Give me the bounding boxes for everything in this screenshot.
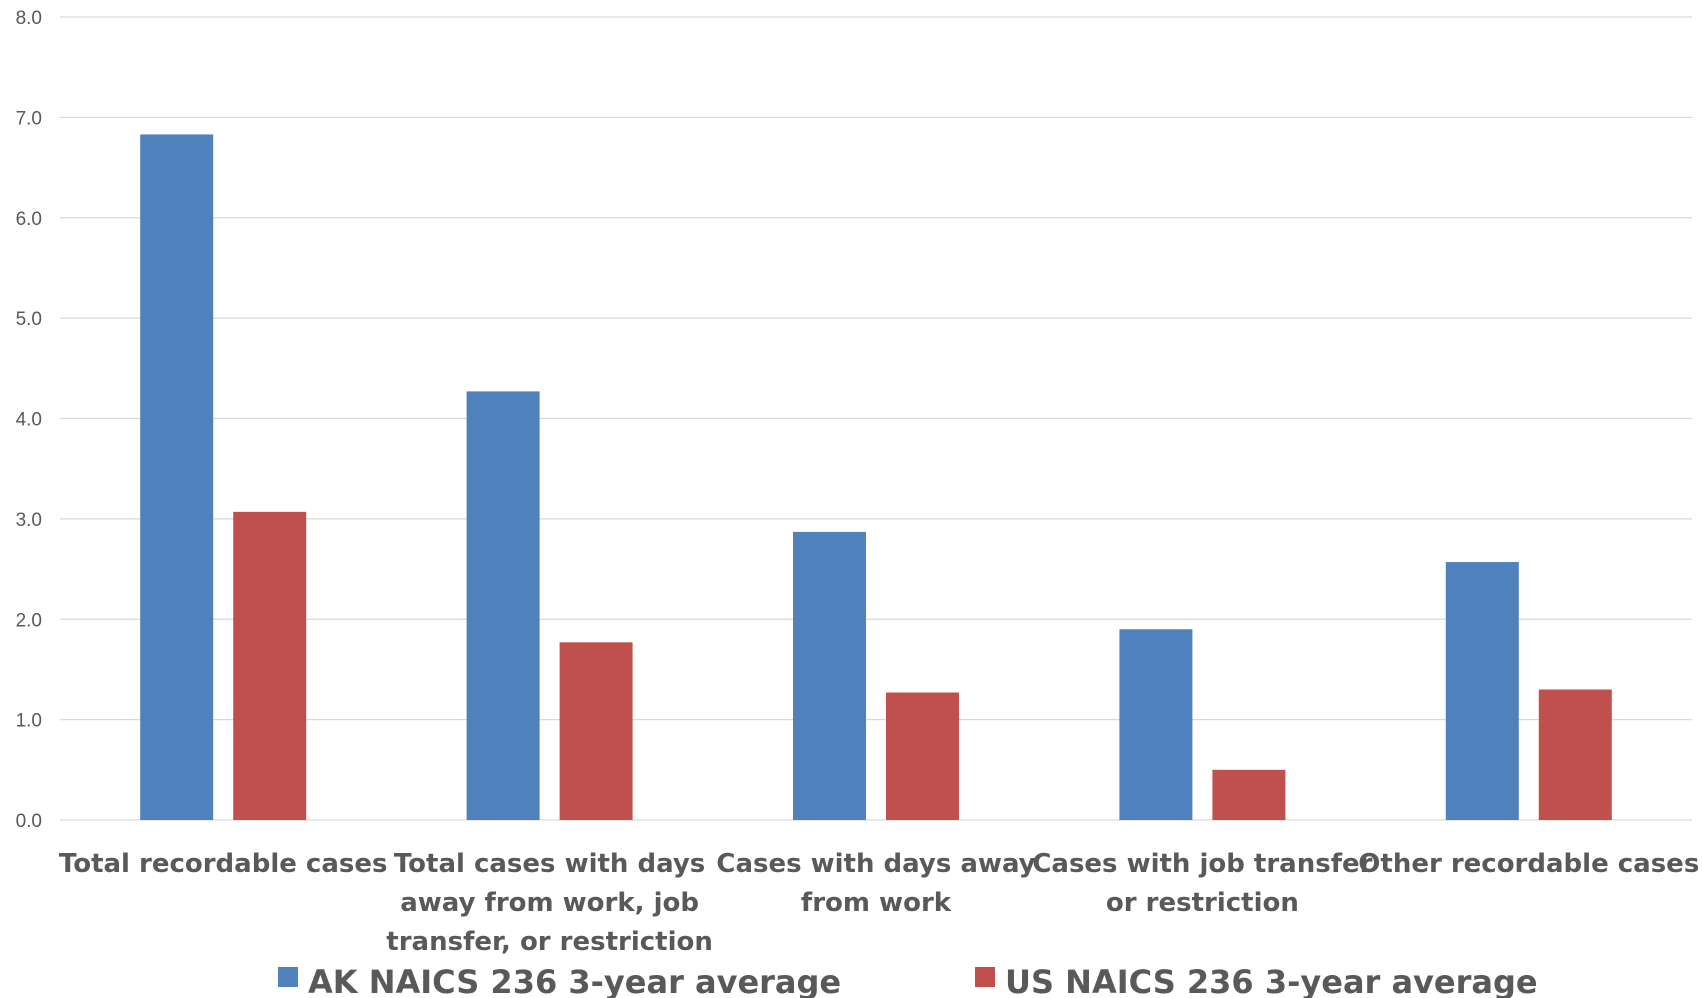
x-axis-category-labels: Total recordable cases Total cases with d… — [59, 849, 1699, 957]
legend-label: US NAICS 236 3-year average — [1005, 963, 1538, 998]
legend-swatch — [278, 967, 298, 987]
bar-series-2 — [233, 511, 307, 820]
gridlines — [60, 16, 1692, 821]
y-tick-label: 4.0 — [16, 410, 42, 431]
bar-series-1 — [1445, 562, 1519, 820]
y-tick-label: 2.0 — [16, 610, 42, 631]
bar-series-1 — [140, 134, 214, 821]
bar-series-1 — [793, 531, 866, 820]
y-tick-label: 1.0 — [16, 711, 42, 732]
legend-swatch — [975, 967, 995, 987]
x-category-label: Other recordable cases — [1358, 849, 1699, 879]
bars — [140, 134, 1612, 821]
x-category-label-line: away from work, job — [400, 888, 699, 918]
y-tick-label: 5.0 — [16, 309, 42, 330]
y-axis-tick-labels: 0.0 1.0 2.0 3.0 4.0 5.0 6.0 7.0 8.0 — [16, 8, 42, 832]
x-category-label-line: Total cases with days — [394, 849, 705, 879]
bar-series-2 — [886, 692, 959, 820]
bar-series-1 — [1119, 629, 1193, 820]
x-category-label: Cases with job transfer or restriction — [1032, 849, 1372, 918]
x-category-label: Total cases with days away from work, job… — [386, 849, 713, 957]
legend-label: AK NAICS 236 3-year average — [308, 963, 841, 998]
bar-series-1 — [466, 391, 540, 820]
x-category-label-line: Other recordable cases — [1358, 849, 1699, 879]
x-category-label: Total recordable cases — [59, 849, 388, 879]
y-tick-label: 0.0 — [16, 811, 42, 832]
x-category-label-line: Cases with job transfer — [1032, 849, 1372, 879]
x-category-label-line: from work — [801, 888, 952, 918]
bar-series-2 — [559, 642, 633, 820]
x-category-label-line: transfer, or restriction — [386, 927, 713, 957]
x-category-label-line: Cases with days away — [716, 849, 1035, 879]
y-tick-label: 3.0 — [16, 510, 42, 531]
bar-series-2 — [1212, 769, 1286, 820]
y-tick-label: 7.0 — [16, 108, 42, 129]
y-tick-label: 6.0 — [16, 209, 42, 230]
y-tick-label: 8.0 — [16, 8, 42, 29]
legend: AK NAICS 236 3-year average US NAICS 236 … — [278, 963, 1538, 998]
x-category-label: Cases with days away from work — [716, 849, 1035, 918]
x-category-label-line: or restriction — [1106, 888, 1299, 918]
bar-series-2 — [1538, 689, 1612, 820]
x-category-label-line: Total recordable cases — [59, 849, 388, 879]
